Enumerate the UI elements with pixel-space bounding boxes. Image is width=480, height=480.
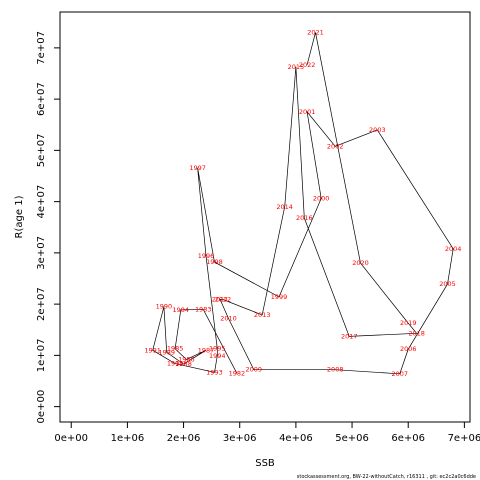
y-axis: 0e+00 1e+07 2e+07 3e+07 4e+07 5e+07 6e+07 7e+07: [36, 31, 60, 423]
year-labels: 1982198319841985198619871988198919901991…: [144, 29, 461, 378]
year-label: 1982: [229, 369, 246, 377]
year-label: 1998: [206, 258, 223, 266]
x-tick-label: 0e+00: [54, 433, 88, 444]
x-tick-label: 2e+06: [167, 433, 201, 444]
year-label: 2015: [288, 63, 305, 71]
year-label: 2006: [400, 345, 417, 353]
year-label: 2022: [299, 61, 316, 69]
year-label: 1984: [172, 306, 189, 314]
year-label: 2002: [327, 142, 344, 150]
y-tick-label: 4e+07: [36, 185, 47, 219]
year-label: 2010: [220, 314, 237, 322]
x-tick-label: 5e+06: [335, 433, 369, 444]
y-tick-label: 7e+07: [36, 31, 47, 65]
y-tick-label: 1e+07: [36, 339, 47, 373]
year-label: 1989: [158, 348, 175, 356]
year-label: 2014: [276, 203, 293, 211]
year-label: 1985: [167, 345, 184, 353]
footer-text: stockassessment.org, BW-22-withoutCatch,…: [297, 474, 476, 480]
year-label: 1983: [195, 305, 212, 313]
x-tick-label: 6e+06: [391, 433, 425, 444]
x-axis-title: SSB: [255, 458, 275, 469]
year-label: 1987: [198, 346, 215, 354]
y-tick-label: 3e+07: [36, 236, 47, 270]
year-label: 2004: [445, 245, 462, 253]
year-label: 1997: [189, 164, 206, 172]
year-label: 2016: [296, 214, 313, 222]
year-label: 2003: [369, 126, 386, 134]
year-label: 2005: [439, 280, 456, 288]
y-tick-label: 6e+07: [36, 82, 47, 116]
x-tick-label: 7e+06: [448, 433, 480, 444]
plot-frame: [59, 11, 471, 423]
year-label: 2012: [215, 296, 232, 304]
year-label: 2007: [392, 370, 409, 378]
year-label: 1995: [209, 345, 226, 353]
year-label: 1996: [198, 252, 215, 260]
year-label: 2001: [299, 108, 316, 116]
year-label: 1994: [209, 352, 226, 360]
series-line: [152, 32, 454, 375]
year-label: 2008: [327, 366, 344, 374]
year-label: 2000: [313, 195, 330, 203]
y-tick-label: 5e+07: [36, 134, 47, 168]
year-label: 1992: [167, 360, 184, 368]
year-label: 2013: [254, 311, 271, 319]
year-label: 1988: [175, 360, 192, 368]
year-label: 2011: [212, 296, 229, 304]
year-label: 1990: [156, 303, 173, 311]
year-label: 1999: [271, 293, 288, 301]
x-tick-label: 3e+06: [223, 433, 257, 444]
year-label: 2009: [245, 366, 262, 374]
year-label: 1991: [144, 346, 161, 354]
year-label: 2020: [352, 259, 369, 267]
y-tick-label: 2e+07: [36, 287, 47, 321]
y-axis-title: R(age 1): [14, 195, 25, 238]
year-label: 1986: [178, 355, 195, 363]
y-tick-label: 0e+00: [36, 390, 47, 424]
x-tick-label: 4e+06: [279, 433, 313, 444]
x-tick-label: 1e+06: [111, 433, 145, 444]
year-label: 1993: [206, 368, 223, 376]
year-label: 2019: [400, 319, 417, 327]
year-label: 2017: [341, 332, 358, 340]
x-axis: 0e+00 1e+06 2e+06 3e+06 4e+06 5e+06 6e+06 7e+06: [54, 422, 480, 444]
year-label: 2018: [408, 329, 425, 337]
year-label: 2021: [307, 29, 324, 37]
